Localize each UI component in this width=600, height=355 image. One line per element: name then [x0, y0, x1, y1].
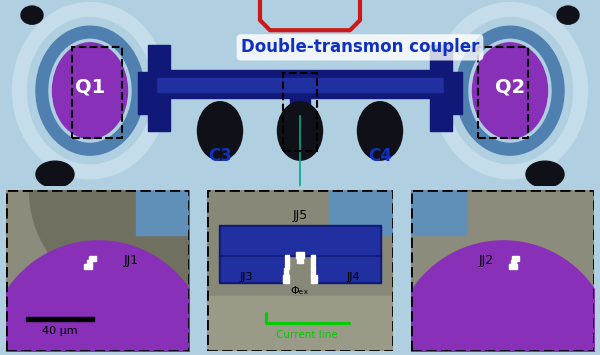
Bar — [286, 255, 289, 269]
Bar — [207, 296, 393, 351]
Text: JJ3: JJ3 — [239, 272, 253, 282]
Ellipse shape — [21, 6, 43, 24]
Bar — [511, 260, 516, 264]
Ellipse shape — [473, 43, 548, 138]
Text: C3: C3 — [208, 147, 232, 165]
Bar — [84, 264, 92, 269]
Bar — [296, 251, 304, 258]
Bar — [512, 256, 519, 261]
Bar — [221, 227, 379, 253]
Ellipse shape — [456, 26, 564, 155]
Bar — [284, 268, 288, 276]
Bar — [219, 255, 286, 283]
Ellipse shape — [433, 2, 587, 179]
Text: JJ2: JJ2 — [479, 254, 494, 267]
Ellipse shape — [36, 161, 74, 187]
Bar — [136, 190, 189, 235]
Ellipse shape — [197, 102, 242, 160]
Bar — [155, 70, 445, 98]
Bar — [311, 268, 314, 276]
Text: C4: C4 — [368, 147, 392, 165]
Ellipse shape — [526, 161, 564, 187]
Text: Q1: Q1 — [75, 77, 105, 96]
Bar — [26, 317, 94, 321]
Bar — [317, 257, 379, 281]
Bar — [148, 45, 170, 131]
Ellipse shape — [557, 6, 579, 24]
Ellipse shape — [277, 102, 323, 160]
Ellipse shape — [469, 39, 551, 142]
Text: JJ4: JJ4 — [347, 272, 361, 282]
Bar — [283, 275, 289, 283]
Bar — [295, 108, 305, 118]
Ellipse shape — [448, 18, 572, 164]
Bar — [509, 264, 517, 269]
Bar — [138, 71, 156, 114]
Bar — [314, 255, 381, 283]
Text: Double-transmon coupler: Double-transmon coupler — [241, 38, 479, 56]
Bar — [297, 255, 303, 263]
Bar — [72, 47, 122, 138]
Bar — [311, 275, 317, 283]
Bar — [89, 256, 96, 261]
Ellipse shape — [36, 26, 144, 155]
Ellipse shape — [49, 39, 131, 142]
Bar — [221, 257, 283, 281]
Bar — [290, 98, 310, 118]
Bar — [444, 71, 462, 114]
Ellipse shape — [13, 2, 167, 179]
Bar — [430, 45, 452, 131]
Bar — [283, 72, 317, 151]
Text: JJ5: JJ5 — [292, 209, 308, 222]
Text: Q2: Q2 — [495, 77, 525, 96]
Text: JJ1: JJ1 — [124, 254, 139, 267]
Bar — [157, 78, 443, 92]
Ellipse shape — [28, 18, 152, 164]
Bar — [329, 190, 393, 235]
Text: 40 μm: 40 μm — [42, 326, 78, 336]
Bar — [478, 47, 528, 138]
Ellipse shape — [53, 43, 128, 138]
Ellipse shape — [358, 102, 403, 160]
Bar — [219, 225, 381, 256]
Bar — [87, 260, 92, 264]
Bar — [411, 190, 466, 235]
Text: Current line: Current line — [276, 330, 338, 340]
Bar — [311, 255, 314, 269]
Text: Φₑₓ: Φₑₓ — [291, 286, 309, 296]
